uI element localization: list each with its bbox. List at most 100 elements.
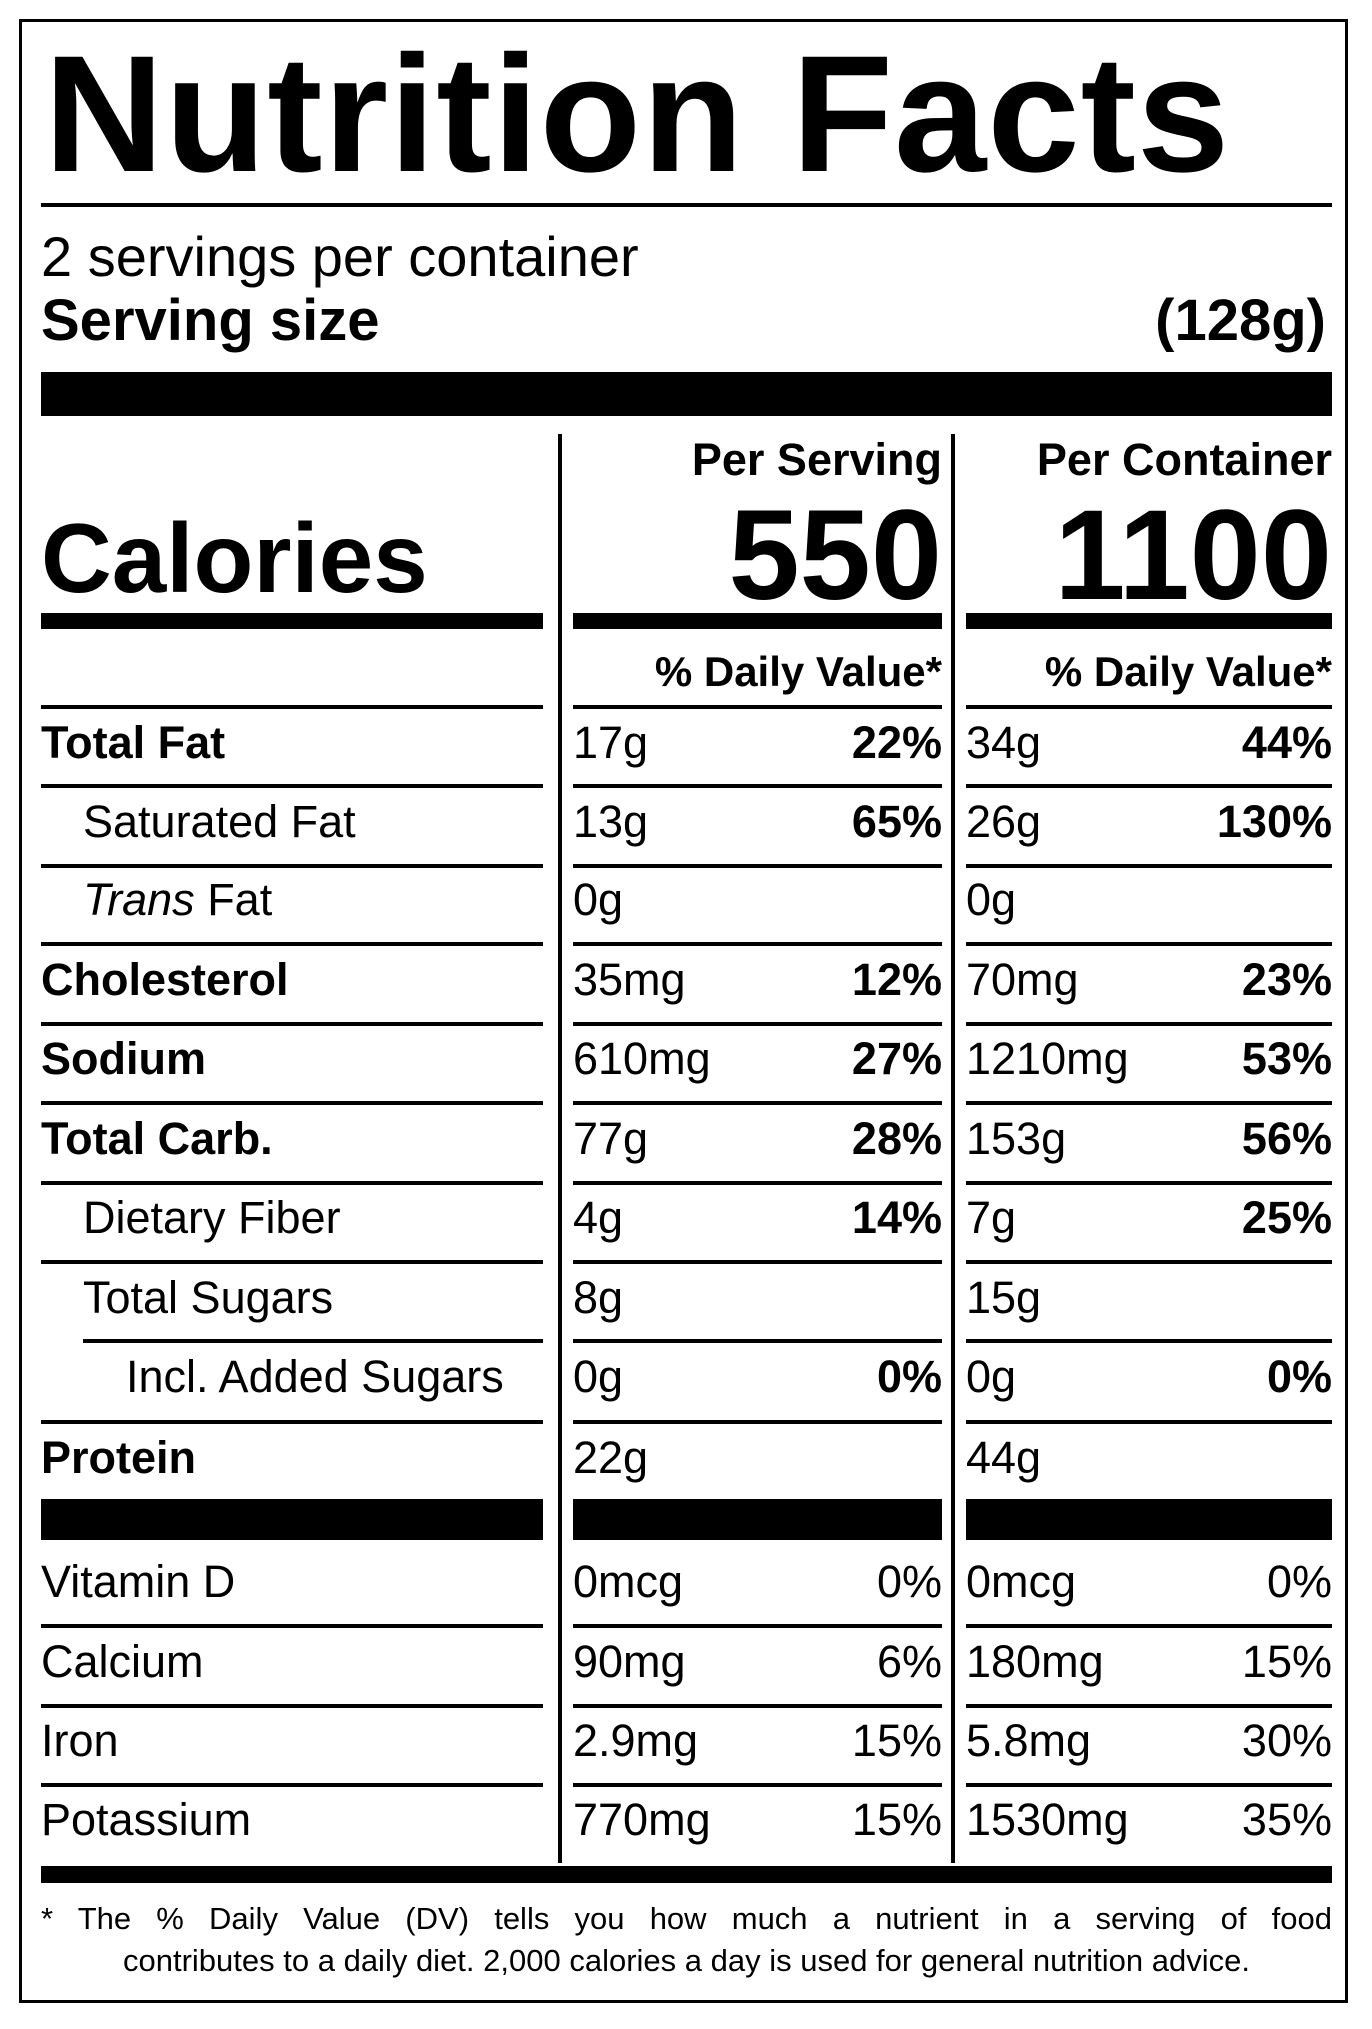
row-rule <box>966 1783 1332 1787</box>
dv-heading-serving: % Daily Value* <box>654 648 942 695</box>
container-cell: 15g <box>966 1268 1332 1328</box>
serving-dv: 27% <box>851 1033 942 1084</box>
serving-dv: 22% <box>851 717 942 768</box>
serving-amount: 0g <box>573 1351 624 1402</box>
serving-dv: 12% <box>851 954 942 1005</box>
row-rule <box>41 1181 543 1185</box>
container-cell: 44g <box>966 1428 1332 1488</box>
row-rule <box>966 1704 1332 1708</box>
calories-per-serving: 550 <box>728 484 942 627</box>
nutrient-name-cell: Dietary Fiber <box>41 1188 543 1248</box>
serving-cell: 22g <box>573 1428 942 1488</box>
row-rule <box>573 1704 942 1708</box>
serving-cell: 77g 28% <box>573 1109 942 1169</box>
dv-rule-serving <box>573 705 942 709</box>
row-rule <box>41 1624 543 1628</box>
row-rule <box>966 942 1332 946</box>
serving-dv: 65% <box>851 796 942 847</box>
container-amount: 0g <box>966 1351 1017 1402</box>
nutrient-name-cell: Total Fat <box>41 713 543 773</box>
calories-rule-container <box>966 613 1332 629</box>
container-amount: 7g <box>966 1192 1017 1243</box>
nutrient-name: Total Sugars <box>83 1272 334 1323</box>
serving-amount: 0g <box>573 874 624 925</box>
container-cell: 5.8mg 30% <box>966 1711 1332 1771</box>
dv-rule-name <box>41 705 543 709</box>
vitamin-name: Calcium <box>41 1636 204 1687</box>
nutrient-name: Cholesterol <box>41 954 289 1005</box>
row-rule <box>83 1339 543 1343</box>
serving-cell: 770mg 15% <box>573 1790 942 1850</box>
container-amount: 15g <box>966 1272 1042 1323</box>
calories-rule-serving <box>573 613 942 629</box>
container-dv: 44% <box>1241 717 1332 768</box>
thick-rule-top <box>41 372 1332 416</box>
serving-cell: 17g 22% <box>573 713 942 773</box>
nutrient-name-cell: Sodium <box>41 1029 543 1089</box>
container-amount: 153g <box>966 1113 1067 1164</box>
row-rule <box>966 1420 1332 1424</box>
container-cell: 180mg 15% <box>966 1632 1332 1692</box>
serving-amount: 610mg <box>573 1033 711 1084</box>
row-rule <box>573 942 942 946</box>
row-rule <box>41 784 543 788</box>
column-divider-right <box>951 434 955 1863</box>
per-container-heading: Per Container <box>1036 434 1332 485</box>
row-rule <box>573 784 942 788</box>
serving-cell: 13g 65% <box>573 792 942 852</box>
serving-size-value: (128g) <box>1155 288 1326 353</box>
row-rule <box>41 1260 543 1264</box>
servings-per-container: 2 servings per container <box>41 225 639 288</box>
container-dv: 30% <box>1241 1715 1332 1766</box>
serving-cell: 610mg 27% <box>573 1029 942 1089</box>
calories-per-container: 1100 <box>1054 484 1332 627</box>
nutrient-name: Protein <box>41 1432 197 1483</box>
vitamin-name-cell: Iron <box>41 1711 543 1771</box>
container-amount: 0mcg <box>966 1556 1077 1607</box>
per-serving-heading: Per Serving <box>691 434 942 485</box>
container-dv: 0% <box>1266 1556 1332 1607</box>
nutrient-name: Total Fat <box>41 717 226 768</box>
row-rule <box>966 864 1332 868</box>
row-rule <box>573 864 942 868</box>
label-title: Nutrition Facts <box>44 22 1231 207</box>
dv-rule-container <box>966 705 1332 709</box>
serving-amount: 2.9mg <box>573 1715 699 1766</box>
title-rule <box>41 203 1332 207</box>
row-rule <box>573 1624 942 1628</box>
row-rule <box>573 1022 942 1026</box>
vitamin-name: Potassium <box>41 1794 252 1845</box>
nutrient-name-italic: Trans <box>83 874 195 925</box>
container-amount: 0g <box>966 874 1017 925</box>
serving-amount: 90mg <box>573 1636 686 1687</box>
footnote-line-2: contributes to a daily diet. 2,000 calor… <box>123 1942 1250 1978</box>
row-rule <box>573 1260 942 1264</box>
container-cell: 34g 44% <box>966 713 1332 773</box>
serving-dv: 28% <box>851 1113 942 1164</box>
row-rule <box>966 1181 1332 1185</box>
thick-rule-vitamins-container <box>966 1499 1332 1540</box>
container-amount: 34g <box>966 717 1042 768</box>
serving-dv: 15% <box>851 1794 942 1845</box>
row-rule <box>966 1022 1332 1026</box>
nutrient-name: Trans Fat <box>41 874 272 926</box>
container-amount: 1530mg <box>966 1794 1129 1845</box>
serving-amount: 4g <box>573 1192 624 1243</box>
container-dv: 23% <box>1241 954 1332 1005</box>
nutrient-name-cell: Cholesterol <box>41 950 543 1010</box>
container-cell: 26g 130% <box>966 792 1332 852</box>
dv-heading-container: % Daily Value* <box>1044 648 1332 695</box>
serving-amount: 77g <box>573 1113 649 1164</box>
nutrient-name-cell: Total Carb. <box>41 1109 543 1169</box>
serving-cell: 8g <box>573 1268 942 1328</box>
nutrient-name-cell: Saturated Fat <box>41 792 543 852</box>
serving-dv: 6% <box>876 1636 942 1687</box>
row-rule <box>41 1704 543 1708</box>
serving-dv: 0% <box>876 1556 942 1607</box>
container-dv: 35% <box>1241 1794 1332 1845</box>
container-amount: 26g <box>966 796 1042 847</box>
row-rule <box>573 1101 942 1105</box>
row-rule <box>966 1624 1332 1628</box>
row-rule <box>966 1260 1332 1264</box>
row-rule <box>573 1420 942 1424</box>
